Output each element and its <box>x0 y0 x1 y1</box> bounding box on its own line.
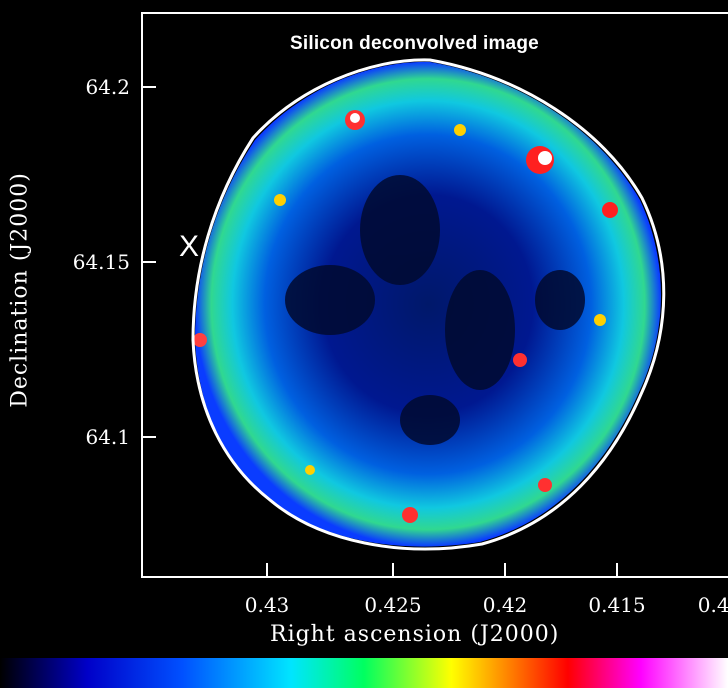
xtick-label: 0.43 <box>244 593 290 617</box>
ytick-label: 64.2 <box>85 75 130 99</box>
xtick-label: 0.42 <box>482 593 528 617</box>
tick-marks <box>141 86 618 578</box>
ytick-label: 64.1 <box>85 425 130 449</box>
dark-regions <box>285 175 585 445</box>
figure-title: Silicon deconvolved image <box>290 33 539 54</box>
xtick-label: 0.425 <box>364 593 422 617</box>
ytick-label: 64.15 <box>72 250 130 274</box>
x-axis-label: Right ascension (J2000) <box>270 622 560 647</box>
remnant-body <box>195 61 661 547</box>
xtick-label: 0.415 <box>588 593 646 617</box>
position-marker: X <box>179 230 200 263</box>
hot-spots <box>193 110 618 523</box>
plot-frame <box>141 12 728 578</box>
xtick-label: 0.41 <box>697 593 728 617</box>
outer-contour <box>191 58 666 551</box>
colorbar <box>0 658 728 688</box>
y-axis-label: Declination (J2000) <box>7 172 33 408</box>
